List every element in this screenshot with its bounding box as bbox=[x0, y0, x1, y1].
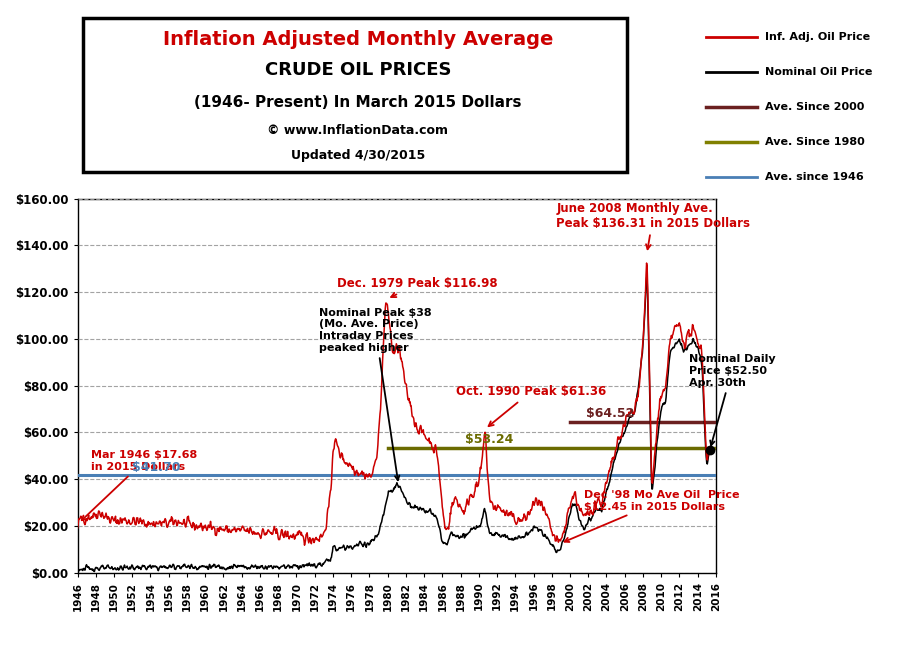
Text: Nominal Daily
Price $52.50
Apr. 30th: Nominal Daily Price $52.50 Apr. 30th bbox=[688, 354, 774, 446]
Text: $64.52: $64.52 bbox=[586, 407, 634, 420]
Text: (1946- Present) In March 2015 Dollars: (1946- Present) In March 2015 Dollars bbox=[194, 95, 521, 110]
Text: © www.InflationData.com: © www.InflationData.com bbox=[267, 124, 448, 136]
Text: Dec. 1979 Peak $116.98: Dec. 1979 Peak $116.98 bbox=[337, 277, 497, 297]
Text: Ave. Since 2000: Ave. Since 2000 bbox=[764, 102, 864, 112]
Text: Updated 4/30/2015: Updated 4/30/2015 bbox=[291, 150, 425, 162]
Text: Inf. Adj. Oil Price: Inf. Adj. Oil Price bbox=[764, 32, 869, 42]
Text: Dec '98 Mo Ave Oil  Price
$12.45 in 2015 Dollars: Dec '98 Mo Ave Oil Price $12.45 in 2015 … bbox=[564, 490, 739, 542]
Text: Oct. 1990 Peak $61.36: Oct. 1990 Peak $61.36 bbox=[456, 385, 606, 426]
Text: CRUDE OIL PRICES: CRUDE OIL PRICES bbox=[264, 61, 451, 79]
Text: Nominal Peak $38
(Mo. Ave. Price)
Intraday Prices
peaked higher: Nominal Peak $38 (Mo. Ave. Price) Intrad… bbox=[319, 308, 431, 480]
Text: $53.24: $53.24 bbox=[465, 433, 513, 446]
Text: Mar 1946 $17.68
in 2015 Dollars: Mar 1946 $17.68 in 2015 Dollars bbox=[82, 450, 198, 520]
FancyBboxPatch shape bbox=[83, 18, 627, 172]
Text: $41.70: $41.70 bbox=[132, 461, 180, 474]
Text: Inflation Adjusted Monthly Average: Inflation Adjusted Monthly Average bbox=[162, 30, 553, 49]
Text: Ave. Since 1980: Ave. Since 1980 bbox=[764, 137, 864, 147]
Text: Nominal Oil Price: Nominal Oil Price bbox=[764, 67, 872, 77]
Text: June 2008 Monthly Ave.
Peak $136.31 in 2015 Dollars: June 2008 Monthly Ave. Peak $136.31 in 2… bbox=[556, 202, 750, 250]
Text: Ave. since 1946: Ave. since 1946 bbox=[764, 172, 863, 182]
